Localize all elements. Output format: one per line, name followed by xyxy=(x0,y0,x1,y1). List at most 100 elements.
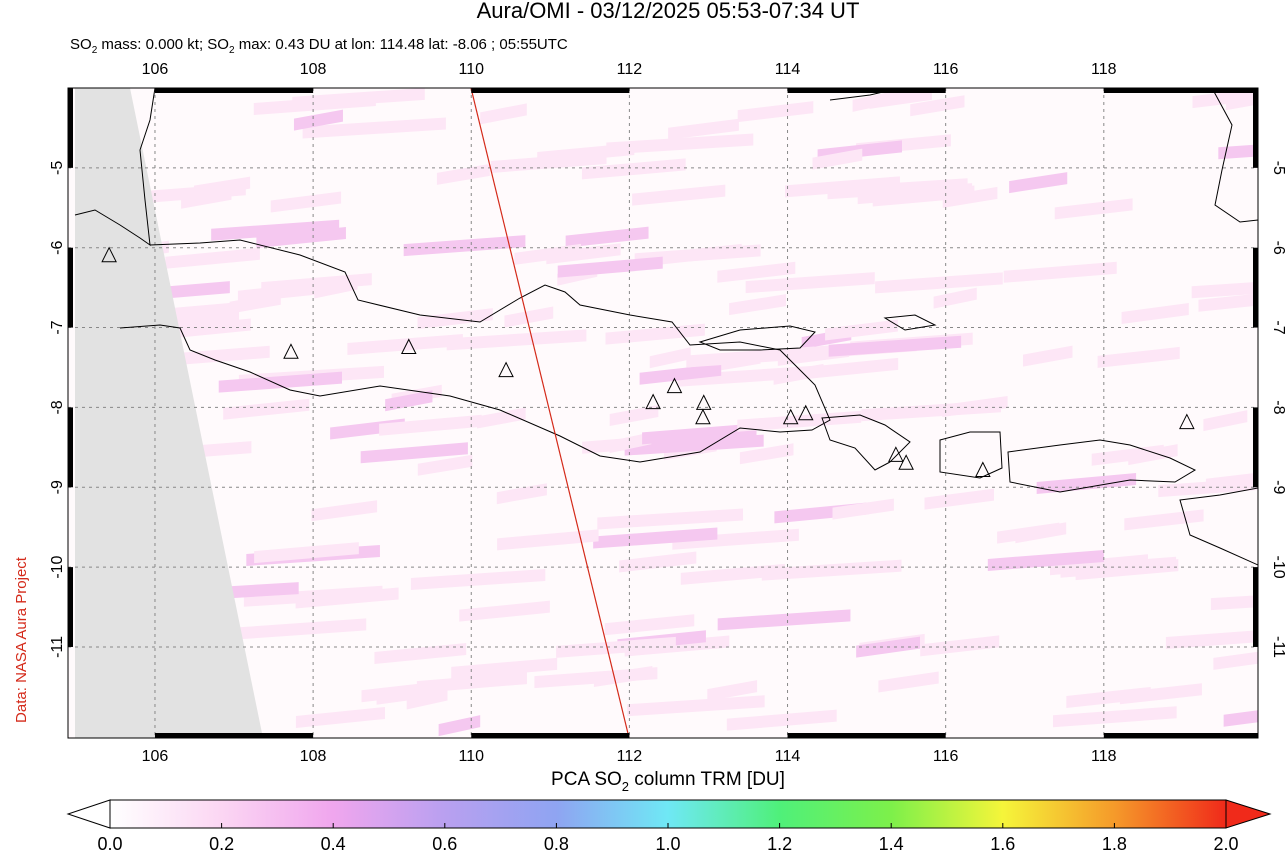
so2-stripe xyxy=(416,672,527,694)
colorbar-tick-label: 0.4 xyxy=(321,834,346,854)
so2-stripe xyxy=(942,396,1008,418)
frame-bar xyxy=(68,88,73,168)
text-part: max: 0.43 DU at lon: 114.48 lat: -8.06 ;… xyxy=(235,36,568,53)
so2-stripe xyxy=(347,333,463,355)
so2-stripe xyxy=(632,184,726,206)
y-tick-label-left: -8 xyxy=(49,400,66,414)
grid xyxy=(68,88,1258,738)
colorbar-tick-label: 0.2 xyxy=(209,834,234,854)
so2-stripe xyxy=(1192,88,1258,109)
so2-stripe xyxy=(446,329,587,351)
frame-bar xyxy=(68,407,73,488)
coast-madura xyxy=(698,325,816,351)
so2-stripe xyxy=(581,158,686,180)
y-tick-label-right: -11 xyxy=(1270,636,1287,658)
so2-stripe xyxy=(261,273,372,295)
so2-stripe xyxy=(293,109,343,131)
coast-bali xyxy=(821,414,911,471)
x-tick-label-top: 106 xyxy=(142,61,169,78)
so2-stripe xyxy=(593,527,718,549)
y-tick-label-left: -6 xyxy=(49,240,66,254)
colorbar-tick-label: 1.4 xyxy=(879,834,904,854)
so2-stripe xyxy=(385,390,433,412)
so2-stripe xyxy=(1223,710,1258,727)
frame-bar xyxy=(1253,407,1258,488)
so2-stripe xyxy=(1203,410,1248,432)
so2-stripe xyxy=(546,243,621,265)
so2-stripe xyxy=(410,568,546,590)
frame-bar xyxy=(1103,88,1258,93)
frame-bar xyxy=(68,567,73,647)
so2-stripe xyxy=(707,680,758,702)
volcano-marker xyxy=(666,377,683,394)
so2-stripe xyxy=(869,88,932,109)
so2-stripe xyxy=(165,247,260,269)
subscript: 2 xyxy=(622,779,629,794)
coast-lombok xyxy=(939,431,1003,479)
so2-stripe xyxy=(1015,522,1067,544)
orbit-track xyxy=(470,88,630,738)
so2-stripe xyxy=(374,642,467,664)
so2-stripe xyxy=(295,587,399,609)
so2-stripe xyxy=(1191,281,1258,299)
so2-stripe xyxy=(302,117,446,139)
so2-stripe xyxy=(828,335,962,357)
so2-stripe xyxy=(761,559,902,581)
no-data-swath xyxy=(75,88,263,738)
colorbar-tick-label: 1.6 xyxy=(990,834,1015,854)
so2-stripe xyxy=(942,186,998,208)
colorbar-tick-label: 1.0 xyxy=(655,834,680,854)
y-tick-label-right: -6 xyxy=(1270,241,1287,255)
so2-stripe xyxy=(717,609,851,631)
so2-stripe xyxy=(417,454,473,476)
so2-stripe xyxy=(1218,144,1258,160)
so2-stripe xyxy=(504,306,554,328)
so2-stripe xyxy=(605,323,705,345)
map-frame xyxy=(67,87,1259,739)
x-tick-label-top: 108 xyxy=(300,61,327,78)
so2-stripe xyxy=(609,405,659,427)
y-tick-label-left: -11 xyxy=(49,636,66,658)
x-tick-label-top: 114 xyxy=(775,61,801,78)
volcano-marker xyxy=(695,394,712,410)
so2-stripe xyxy=(737,410,862,432)
so2-stripe xyxy=(606,133,754,155)
so2-stripe xyxy=(739,443,794,465)
x-tick-label-top: 110 xyxy=(458,61,484,78)
so2-stripe xyxy=(624,434,764,456)
colorbar-tick-label: 0.0 xyxy=(97,834,122,854)
so2-stripe xyxy=(436,163,490,185)
x-tick-label-bottom: 106 xyxy=(142,748,169,765)
so2-stripe xyxy=(1165,630,1258,650)
so2-stripe xyxy=(438,715,481,737)
frame-bar xyxy=(471,733,630,738)
so2-stripe xyxy=(497,529,599,551)
coast-borneo xyxy=(1211,88,1258,223)
x-tick-label-bottom: 108 xyxy=(300,748,327,765)
so2-stripe xyxy=(379,414,482,436)
so2-stripe xyxy=(459,600,550,622)
so2-stripe xyxy=(490,152,607,174)
volcano-marker xyxy=(888,446,904,462)
so2-stripe xyxy=(987,549,1104,571)
volcano-marker xyxy=(283,343,299,359)
text-part: SO xyxy=(70,36,92,53)
so2-stripe xyxy=(875,272,1003,294)
frame-bar xyxy=(1253,567,1258,647)
y-tick-label-right: -7 xyxy=(1270,320,1287,334)
volcano-marker xyxy=(400,338,417,355)
map-axes: 106 106 108 108 110 110 112 112 114 114 116 116 118 1… xyxy=(49,61,1287,765)
colorbar-tick-label: 1.2 xyxy=(767,834,792,854)
colorbar: 0.0 0.2 0.4 0.6 0.8 1.0 1.2 1.4 1.6 1.8 2.0 xyxy=(66,799,1272,854)
so2-stripe xyxy=(807,357,899,379)
so2-stripe xyxy=(593,666,653,688)
frame-bar xyxy=(1253,88,1258,168)
frame-bar xyxy=(1103,733,1258,738)
so2-stripe xyxy=(218,371,343,393)
so2-stripe xyxy=(920,635,1000,657)
coast-sumba xyxy=(1179,487,1258,566)
so2-stripe xyxy=(514,243,582,265)
coast-kangean xyxy=(883,314,937,331)
so2-stripe xyxy=(924,488,994,510)
so2-stripe xyxy=(639,363,722,385)
